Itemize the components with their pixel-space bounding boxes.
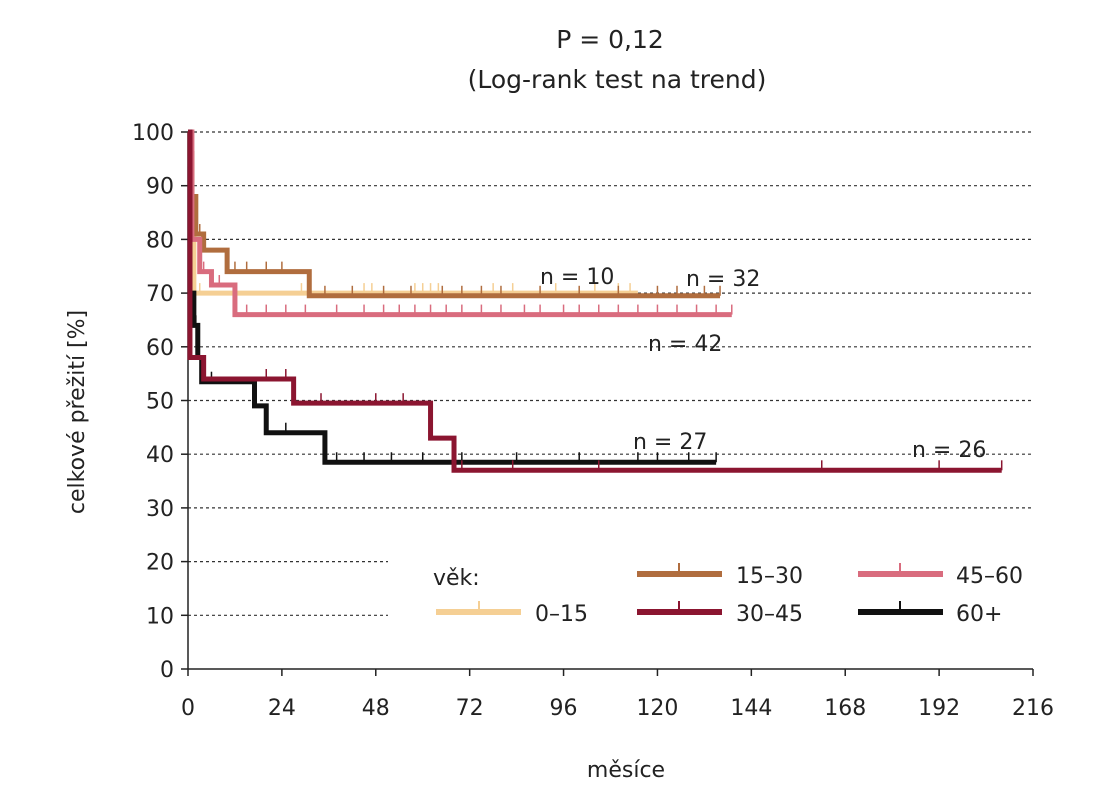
- legend-label-15-30: 15–30: [736, 564, 803, 589]
- legend-label-30-45: 30–45: [736, 602, 803, 627]
- series-45-60: [188, 129, 733, 318]
- x-tick-label-0: 0: [181, 696, 195, 721]
- y-tick-label-70: 70: [146, 282, 174, 307]
- y-tick-label-80: 80: [146, 228, 174, 253]
- x-tick-label-216: 216: [1012, 696, 1054, 721]
- n-label-0-15: n = 10: [540, 265, 614, 290]
- curve-30-45: [187, 129, 1002, 473]
- chart-title: P = 0,12: [556, 25, 664, 54]
- x-axis-ticks: 0 24 48 72 96 120 144 168 192 216: [181, 669, 1054, 721]
- legend-item-45-60: 45–60: [858, 563, 1023, 589]
- legend: věk: 0–15 15–30 30–45 45–60 60+: [433, 563, 1023, 627]
- legend-label-45-60: 45–60: [956, 564, 1023, 589]
- x-tick-label-168: 168: [824, 696, 866, 721]
- legend-item-60plus: 60+: [858, 601, 1002, 627]
- series-15-30: [187, 129, 721, 299]
- x-tick-label-120: 120: [636, 696, 678, 721]
- n-label-15-30: n = 32: [686, 267, 760, 292]
- y-tick-label-10: 10: [146, 604, 174, 629]
- n-label-30-45: n = 26: [912, 438, 986, 463]
- x-tick-label-48: 48: [362, 696, 390, 721]
- legend-item-15-30: 15–30: [637, 563, 803, 589]
- y-tick-label-60: 60: [146, 336, 174, 361]
- legend-item-30-45: 30–45: [637, 601, 803, 627]
- series-layer: [187, 129, 1003, 473]
- n-label-60plus: n = 27: [633, 430, 707, 455]
- x-tick-label-192: 192: [918, 696, 960, 721]
- x-tick-label-144: 144: [730, 696, 772, 721]
- x-tick-label-72: 72: [456, 696, 484, 721]
- y-tick-label-0: 0: [160, 658, 174, 683]
- y-axis-label: celkové přežití [%]: [65, 310, 90, 514]
- y-tick-label-20: 20: [146, 551, 174, 576]
- y-axis-ticks: 0 10 20 30 40 50 60 70 80 90 100: [132, 121, 188, 683]
- y-tick-label-90: 90: [146, 175, 174, 200]
- y-tick-label-30: 30: [146, 497, 174, 522]
- curve-45-60: [188, 129, 732, 318]
- n-label-45-60: n = 42: [648, 332, 722, 357]
- legend-item-0-15: 0–15: [436, 601, 588, 627]
- curve-15-30: [187, 129, 721, 299]
- legend-label-0-15: 0–15: [535, 602, 588, 627]
- legend-title: věk:: [433, 566, 480, 591]
- legend-label-60plus: 60+: [956, 602, 1002, 627]
- grid-lines: [188, 131, 1033, 616]
- series-30-45: [187, 129, 1003, 473]
- y-tick-label-100: 100: [132, 121, 174, 146]
- x-tick-label-24: 24: [268, 696, 296, 721]
- x-tick-label-96: 96: [550, 696, 578, 721]
- y-tick-label-40: 40: [146, 443, 174, 468]
- y-tick-label-50: 50: [146, 390, 174, 415]
- x-axis-label: měsíce: [587, 758, 665, 783]
- chart-subtitle: (Log-rank test na trend): [468, 65, 767, 94]
